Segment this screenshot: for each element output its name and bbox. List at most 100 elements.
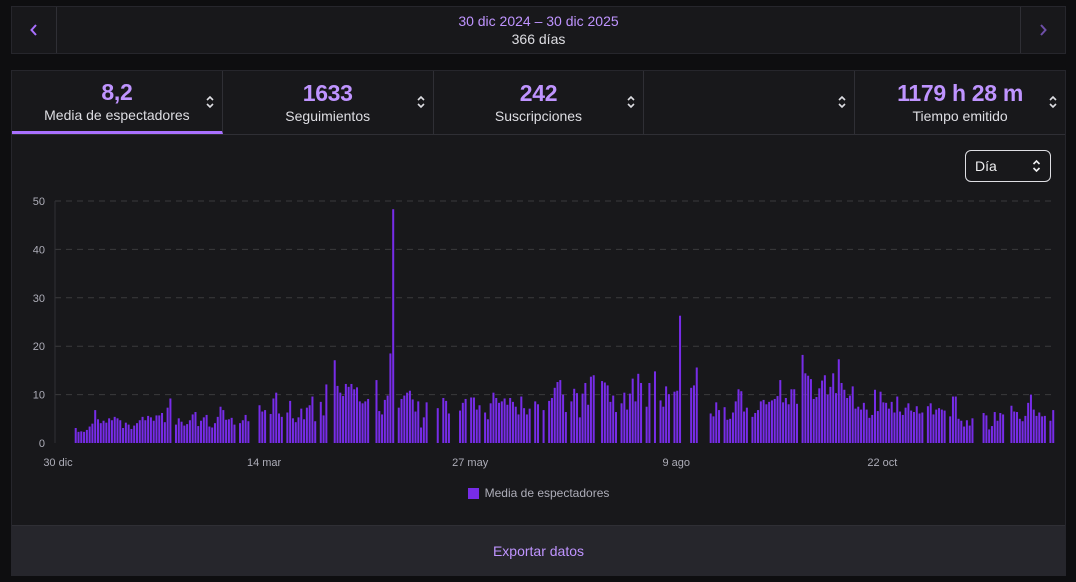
chart-bar[interactable] bbox=[141, 416, 144, 443]
chart-bar[interactable] bbox=[807, 375, 810, 443]
chart-bar[interactable] bbox=[422, 417, 425, 443]
chart-bar[interactable] bbox=[910, 410, 913, 443]
chart-bar[interactable] bbox=[929, 403, 932, 443]
chart-bar[interactable] bbox=[729, 418, 732, 443]
chart-bar[interactable] bbox=[963, 426, 966, 443]
chart-bar[interactable] bbox=[840, 382, 843, 443]
chart-bar[interactable] bbox=[1029, 394, 1032, 443]
chart-bar[interactable] bbox=[289, 400, 292, 443]
chart-bar[interactable] bbox=[996, 420, 999, 443]
chart-bar[interactable] bbox=[584, 382, 587, 443]
chart-bar[interactable] bbox=[364, 401, 367, 443]
chart-bar[interactable] bbox=[921, 412, 924, 443]
chart-bar[interactable] bbox=[985, 415, 988, 443]
chart-bar[interactable] bbox=[300, 408, 303, 443]
chart-bar[interactable] bbox=[868, 417, 871, 443]
chart-bar[interactable] bbox=[690, 387, 693, 443]
chart-bar[interactable] bbox=[645, 406, 648, 443]
chart-bar[interactable] bbox=[606, 385, 609, 443]
chart-bar[interactable] bbox=[790, 389, 793, 443]
chart-bar[interactable] bbox=[609, 401, 612, 443]
chart-bar[interactable] bbox=[503, 398, 506, 443]
chart-bar[interactable] bbox=[336, 385, 339, 443]
chart-bar[interactable] bbox=[832, 373, 835, 443]
chart-bar[interactable] bbox=[311, 396, 314, 443]
chart-bar[interactable] bbox=[653, 371, 656, 443]
chart-bar[interactable] bbox=[695, 367, 698, 444]
chart-bar[interactable] bbox=[495, 397, 498, 443]
chart-bar[interactable] bbox=[857, 406, 860, 443]
chart-bar[interactable] bbox=[787, 404, 790, 443]
chart-bar[interactable] bbox=[158, 415, 161, 443]
chart-bar[interactable] bbox=[414, 411, 417, 443]
chart-bar[interactable] bbox=[879, 391, 882, 443]
chart-bar[interactable] bbox=[768, 401, 771, 443]
chart-bar[interactable] bbox=[731, 412, 734, 443]
previous-range-button[interactable] bbox=[12, 7, 57, 53]
chart-bar[interactable] bbox=[988, 429, 991, 443]
chart-bar[interactable] bbox=[804, 373, 807, 443]
chart-bar[interactable] bbox=[130, 428, 133, 443]
chart-bar[interactable] bbox=[261, 411, 264, 443]
chart-bar[interactable] bbox=[776, 396, 779, 443]
chart-bar[interactable] bbox=[166, 407, 169, 443]
chart-bar[interactable] bbox=[528, 408, 531, 443]
chart-bar[interactable] bbox=[241, 420, 244, 443]
chart-bar[interactable] bbox=[718, 410, 721, 443]
chart-bar[interactable] bbox=[110, 420, 113, 443]
chart-bar[interactable] bbox=[960, 420, 963, 443]
chart-bar[interactable] bbox=[837, 359, 840, 443]
chart-bar[interactable] bbox=[319, 401, 322, 443]
chart-bar[interactable] bbox=[823, 375, 826, 443]
chart-bar[interactable] bbox=[1021, 421, 1024, 443]
chart-bar[interactable] bbox=[492, 392, 495, 443]
tab-subscriptions[interactable]: 242 Suscripciones bbox=[434, 71, 645, 134]
chart-bar[interactable] bbox=[834, 393, 837, 443]
chart-bar[interactable] bbox=[899, 411, 902, 443]
chart-bar[interactable] bbox=[135, 423, 138, 443]
chart-bar[interactable] bbox=[523, 408, 526, 443]
chart-bar[interactable] bbox=[305, 407, 308, 443]
chart-bar[interactable] bbox=[119, 420, 122, 443]
chart-bar[interactable] bbox=[564, 412, 567, 443]
chart-bar[interactable] bbox=[556, 382, 559, 443]
chart-bar[interactable] bbox=[233, 424, 236, 443]
chart-bar[interactable] bbox=[163, 422, 166, 443]
chart-bar[interactable] bbox=[601, 381, 604, 443]
chart-bar[interactable] bbox=[860, 409, 863, 443]
chart-bar[interactable] bbox=[381, 414, 384, 443]
chart-bar[interactable] bbox=[940, 409, 943, 443]
chart-bar[interactable] bbox=[667, 394, 670, 443]
chart-bar[interactable] bbox=[400, 398, 403, 443]
chart-bar[interactable] bbox=[637, 373, 640, 443]
chart-bar[interactable] bbox=[740, 391, 743, 443]
chart-bar[interactable] bbox=[194, 412, 197, 443]
chart-bar[interactable] bbox=[272, 398, 275, 443]
chart-bar[interactable] bbox=[219, 406, 222, 443]
chart-bar[interactable] bbox=[723, 407, 726, 443]
chart-bar[interactable] bbox=[213, 423, 216, 443]
chart-bar[interactable] bbox=[1002, 414, 1005, 443]
chart-bar[interactable] bbox=[796, 403, 799, 443]
chart-bar[interactable] bbox=[815, 397, 818, 443]
chart-bar[interactable] bbox=[333, 360, 336, 443]
chart-bar[interactable] bbox=[378, 411, 381, 443]
chart-bar[interactable] bbox=[216, 416, 219, 443]
chart-bar[interactable] bbox=[954, 396, 957, 443]
chart-bar[interactable] bbox=[180, 421, 183, 443]
chart-bar[interactable] bbox=[88, 426, 91, 443]
chart-bar[interactable] bbox=[447, 413, 450, 443]
chart-bar[interactable] bbox=[779, 380, 782, 443]
chart-bar[interactable] bbox=[1013, 411, 1016, 443]
chart-bar[interactable] bbox=[188, 420, 191, 443]
chart-bar[interactable] bbox=[361, 403, 364, 443]
chart-bar[interactable] bbox=[375, 380, 378, 443]
chart-bar[interactable] bbox=[191, 414, 194, 443]
chart-bar[interactable] bbox=[573, 388, 576, 443]
chart-bar[interactable] bbox=[99, 423, 102, 443]
chart-bar[interactable] bbox=[445, 400, 448, 443]
chart-bar[interactable] bbox=[829, 386, 832, 443]
chart-bar[interactable] bbox=[74, 428, 77, 443]
chart-bar[interactable] bbox=[183, 425, 186, 443]
chart-bar[interactable] bbox=[486, 419, 489, 443]
